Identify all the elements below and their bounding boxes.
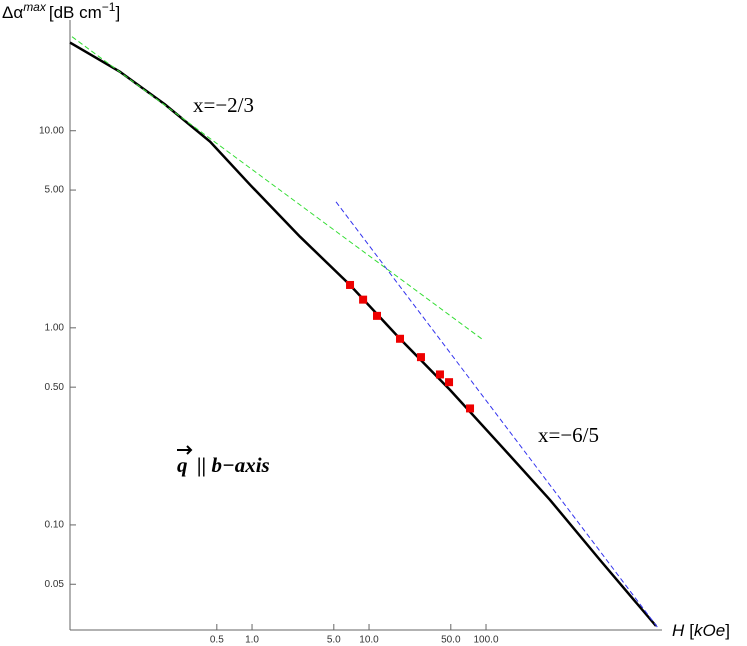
x-tick-label: 50.0 <box>441 635 461 646</box>
fit-line <box>335 201 659 629</box>
data-point <box>346 280 355 289</box>
y-label-part: [dB cm <box>49 3 102 22</box>
x-tick-label: 1.0 <box>245 635 259 646</box>
x-label-part: [ <box>689 621 694 640</box>
fit-line <box>71 36 484 341</box>
annotation: x=−2/3 <box>193 93 254 117</box>
y-axis-label: Δαmax [dB cm−1] <box>2 0 120 22</box>
data-point <box>435 370 444 379</box>
y-tick-label: 5.00 <box>45 185 65 196</box>
x-tick-label: 100.0 <box>474 635 499 646</box>
x-label-part: kOe <box>694 621 725 640</box>
y-tick-label: 1.00 <box>45 322 65 333</box>
y-label-part: Δα <box>2 3 23 22</box>
x-tick-label: 5.0 <box>327 635 341 646</box>
data-point <box>416 353 425 362</box>
x-tick-label: 10.0 <box>359 635 379 646</box>
y-label-part: max <box>23 0 47 14</box>
curve <box>69 41 657 627</box>
x-label-part: ] <box>725 621 730 640</box>
y-tick-label: 0.50 <box>45 382 65 393</box>
annotation: x=−6/5 <box>538 423 599 447</box>
y-tick-label: 0.05 <box>45 579 65 590</box>
data-point <box>445 378 454 387</box>
y-tick-label: 10.00 <box>39 125 64 136</box>
vector-arrow <box>177 445 193 455</box>
x-label-part: H <box>672 621 685 640</box>
y-tick-label: 0.10 <box>45 520 65 531</box>
annotation: q <box>177 453 188 477</box>
data-point <box>466 404 475 413</box>
data-point <box>359 295 368 304</box>
x-tick-label: 0.5 <box>210 635 224 646</box>
data-point <box>396 334 405 343</box>
x-axis-label: H [kOe] <box>672 621 730 640</box>
y-label-part: ] <box>115 3 120 22</box>
annotation: || b−axis <box>197 453 270 477</box>
y-label-part: −1 <box>102 0 116 14</box>
data-point <box>373 311 382 320</box>
